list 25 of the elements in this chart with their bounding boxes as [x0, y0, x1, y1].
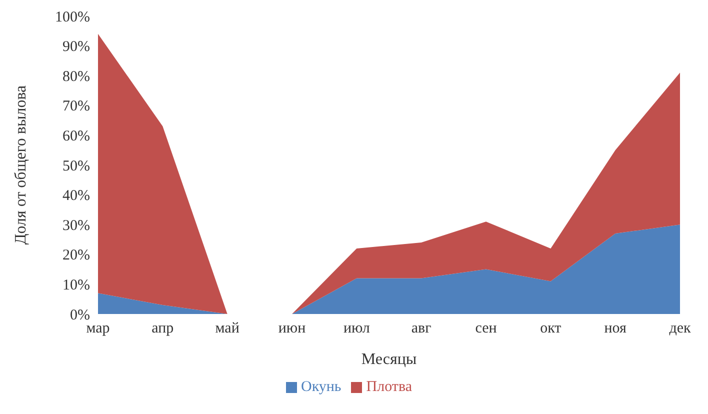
y-tick-label: 40% [62, 188, 90, 204]
legend-label: Окунь [301, 379, 342, 395]
y-tick-label: 60% [62, 128, 90, 145]
x-tick-label: дек [669, 320, 692, 337]
y-tick-label: 50% [62, 158, 90, 174]
y-tick-label: 90% [62, 39, 90, 56]
x-tick-label: окт [540, 320, 562, 337]
x-tick-label: сен [475, 320, 497, 337]
y-tick-label: 20% [62, 248, 90, 264]
legend-label: Плотва [366, 379, 412, 395]
x-tick-label: июн [278, 320, 306, 337]
x-tick-label: мар [86, 320, 110, 337]
y-tick-label: 30% [62, 218, 90, 234]
x-tick-label: май [215, 320, 240, 337]
y-tick-label: 100% [55, 9, 90, 26]
y-tick-label: 70% [62, 98, 90, 115]
x-axis-title: Месяцы [361, 351, 417, 368]
x-tick-label: ноя [604, 320, 626, 337]
x-tick-label: авг [411, 320, 432, 337]
y-tick-label: 0% [70, 307, 90, 324]
x-tick-label: июл [343, 320, 370, 337]
y-tick-label: 10% [62, 278, 90, 294]
y-axis-title: Доля от общего вылова [12, 85, 30, 245]
x-tick-label: апр [152, 320, 174, 337]
y-tick-label: 80% [62, 68, 90, 85]
